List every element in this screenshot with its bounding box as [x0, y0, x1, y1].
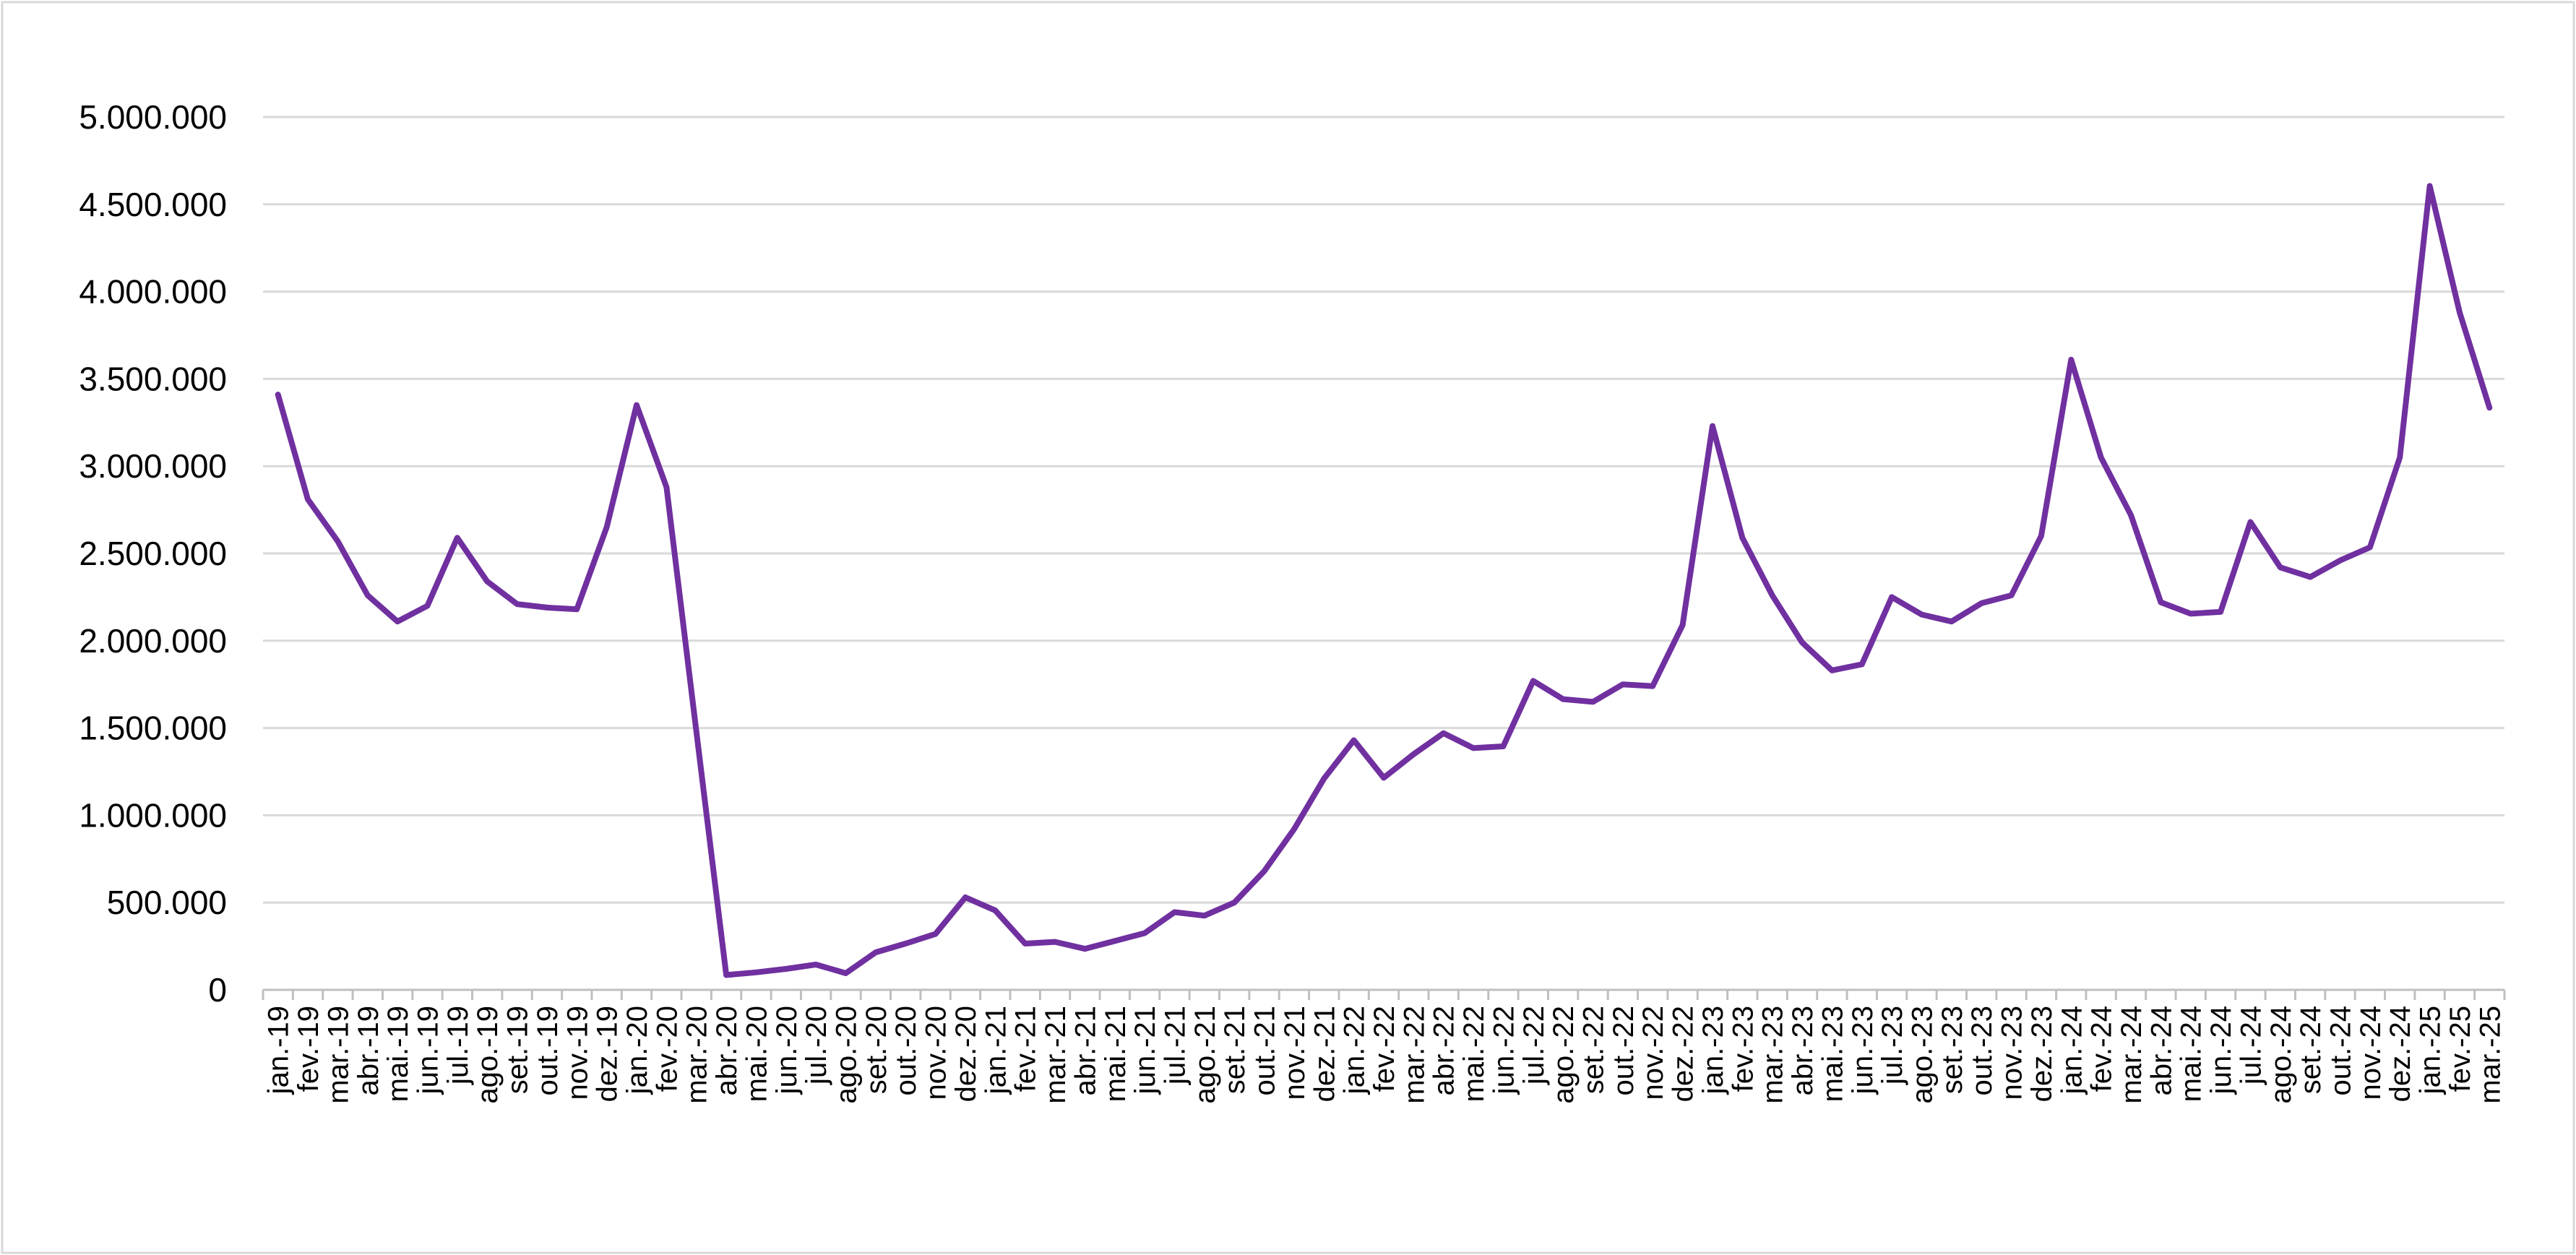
- x-tick-label: fev.-22: [1369, 1006, 1400, 1092]
- x-tick-label: set.-23: [1937, 1006, 1968, 1094]
- x-tick-label: mai.-22: [1458, 1006, 1490, 1102]
- x-tick-label: jun.-23: [1847, 1006, 1879, 1095]
- x-tick-label: jun.-24: [2205, 1006, 2237, 1095]
- y-tick-label: 4.500.000: [79, 186, 227, 223]
- x-tick-label: ago.-20: [831, 1006, 863, 1104]
- x-tick-label: mar.-24: [2116, 1006, 2148, 1104]
- x-tick-label: mar.-19: [322, 1006, 354, 1104]
- x-tick-label: fev.-19: [293, 1006, 324, 1092]
- x-tick-label: out.-22: [1608, 1006, 1640, 1096]
- x-tick-label: mar.-21: [1040, 1006, 1072, 1104]
- x-tick-label: out.-21: [1249, 1006, 1281, 1096]
- x-tick-label: mai.-20: [741, 1006, 772, 1102]
- x-tick-label: mar.-22: [1398, 1006, 1430, 1104]
- x-tick-label: set.-20: [861, 1006, 892, 1094]
- x-tick-label: dez.-20: [950, 1006, 982, 1102]
- x-tick-label: mar.-20: [681, 1006, 713, 1104]
- x-tick-label: mar.-23: [1757, 1006, 1789, 1104]
- x-tick-label: dez.-23: [2026, 1006, 2058, 1102]
- y-tick-label: 3.000.000: [79, 447, 227, 485]
- x-tick-label: jan.-23: [1697, 1006, 1729, 1095]
- x-tick-label: nov.-20: [921, 1006, 952, 1100]
- x-tick-label: jan.-20: [621, 1006, 653, 1095]
- y-tick-label: 2.000.000: [79, 622, 227, 660]
- x-tick-label: jul.-23: [1877, 1006, 1908, 1085]
- x-tick-label: jul.-20: [801, 1006, 832, 1085]
- x-tick-label: abr.-19: [353, 1006, 384, 1096]
- x-tick-label: nov.-21: [1279, 1006, 1311, 1100]
- x-tick-label: fev.-20: [651, 1006, 683, 1092]
- x-tick-label: jun.-19: [412, 1006, 444, 1095]
- x-tick-label: dez.-21: [1309, 1006, 1340, 1102]
- x-tick-label: fev.-21: [1010, 1006, 1042, 1092]
- x-tick-label: abr.-20: [711, 1006, 743, 1096]
- x-tick-label: mai.-21: [1100, 1006, 1132, 1102]
- x-tick-label: nov.-23: [1996, 1006, 2028, 1100]
- x-tick-label: set.-24: [2295, 1006, 2327, 1094]
- x-tick-label: jun.-21: [1129, 1006, 1161, 1095]
- y-tick-label: 1.500.000: [79, 710, 227, 747]
- x-tick-label: mai.-19: [382, 1006, 414, 1102]
- x-tick-label: set.-19: [502, 1006, 534, 1094]
- x-tick-label: jul.-21: [1159, 1006, 1191, 1085]
- x-tick-label: jun.-22: [1488, 1006, 1520, 1095]
- x-tick-label: jul.-24: [2235, 1006, 2267, 1085]
- x-tick-label: abr.-24: [2145, 1006, 2177, 1096]
- x-tick-label: abr.-21: [1069, 1006, 1101, 1096]
- x-tick-label: jun.-20: [771, 1006, 803, 1095]
- x-tick-label: nov.-22: [1637, 1006, 1669, 1100]
- y-tick-label: 1.000.000: [79, 796, 227, 834]
- x-tick-label: mai.-24: [2176, 1006, 2207, 1102]
- x-tick-label: nov.-24: [2355, 1006, 2387, 1100]
- x-tick-label: fev.-25: [2444, 1006, 2476, 1092]
- x-tick-label: fev.-23: [1727, 1006, 1759, 1092]
- x-tick-label: out.-24: [2325, 1006, 2357, 1096]
- y-tick-label: 500.000: [107, 884, 227, 921]
- x-tick-label: mai.-23: [1817, 1006, 1848, 1102]
- x-tick-label: out.-23: [1966, 1006, 1998, 1096]
- x-tick-label: jul.-22: [1518, 1006, 1550, 1085]
- x-tick-label: jan.-22: [1339, 1006, 1371, 1095]
- y-tick-label: 4.000.000: [79, 273, 227, 311]
- x-tick-label: fev.-24: [2086, 1006, 2118, 1092]
- x-tick-label: out.-19: [532, 1006, 564, 1096]
- y-tick-label: 3.500.000: [79, 360, 227, 397]
- x-tick-label: ago.-24: [2265, 1006, 2297, 1104]
- line-series: [275, 183, 2493, 978]
- x-tick-label: jan.-24: [2056, 1006, 2088, 1095]
- x-tick-label: dez.-24: [2385, 1006, 2416, 1102]
- x-tick-label: ago.-23: [1906, 1006, 1938, 1104]
- x-tick-label: jan.-25: [2415, 1006, 2447, 1095]
- x-tick-label: dez.-22: [1668, 1006, 1700, 1102]
- x-tick-label: ago.-19: [472, 1006, 504, 1104]
- y-tick-label: 5.000.000: [79, 98, 227, 136]
- x-tick-label: jan.-19: [263, 1006, 295, 1095]
- x-tick-label: jan.-21: [980, 1006, 1012, 1095]
- x-tick-label: ago.-22: [1548, 1006, 1580, 1104]
- x-tick-label: ago.-21: [1189, 1006, 1221, 1104]
- y-tick-label: 2.500.000: [79, 535, 227, 572]
- x-tick-label: set.-22: [1578, 1006, 1610, 1094]
- x-tick-label: set.-21: [1219, 1006, 1251, 1094]
- x-tick-label: mar.-25: [2474, 1006, 2506, 1104]
- x-tick-label: out.-20: [890, 1006, 922, 1096]
- x-tick-label: abr.-23: [1787, 1006, 1819, 1096]
- x-tick-label: jul.-19: [442, 1006, 474, 1085]
- x-tick-label: nov.-19: [561, 1006, 593, 1100]
- x-tick-label: dez.-19: [592, 1006, 624, 1102]
- y-tick-label: 0: [208, 971, 227, 1009]
- x-tick-label: abr.-22: [1429, 1006, 1460, 1096]
